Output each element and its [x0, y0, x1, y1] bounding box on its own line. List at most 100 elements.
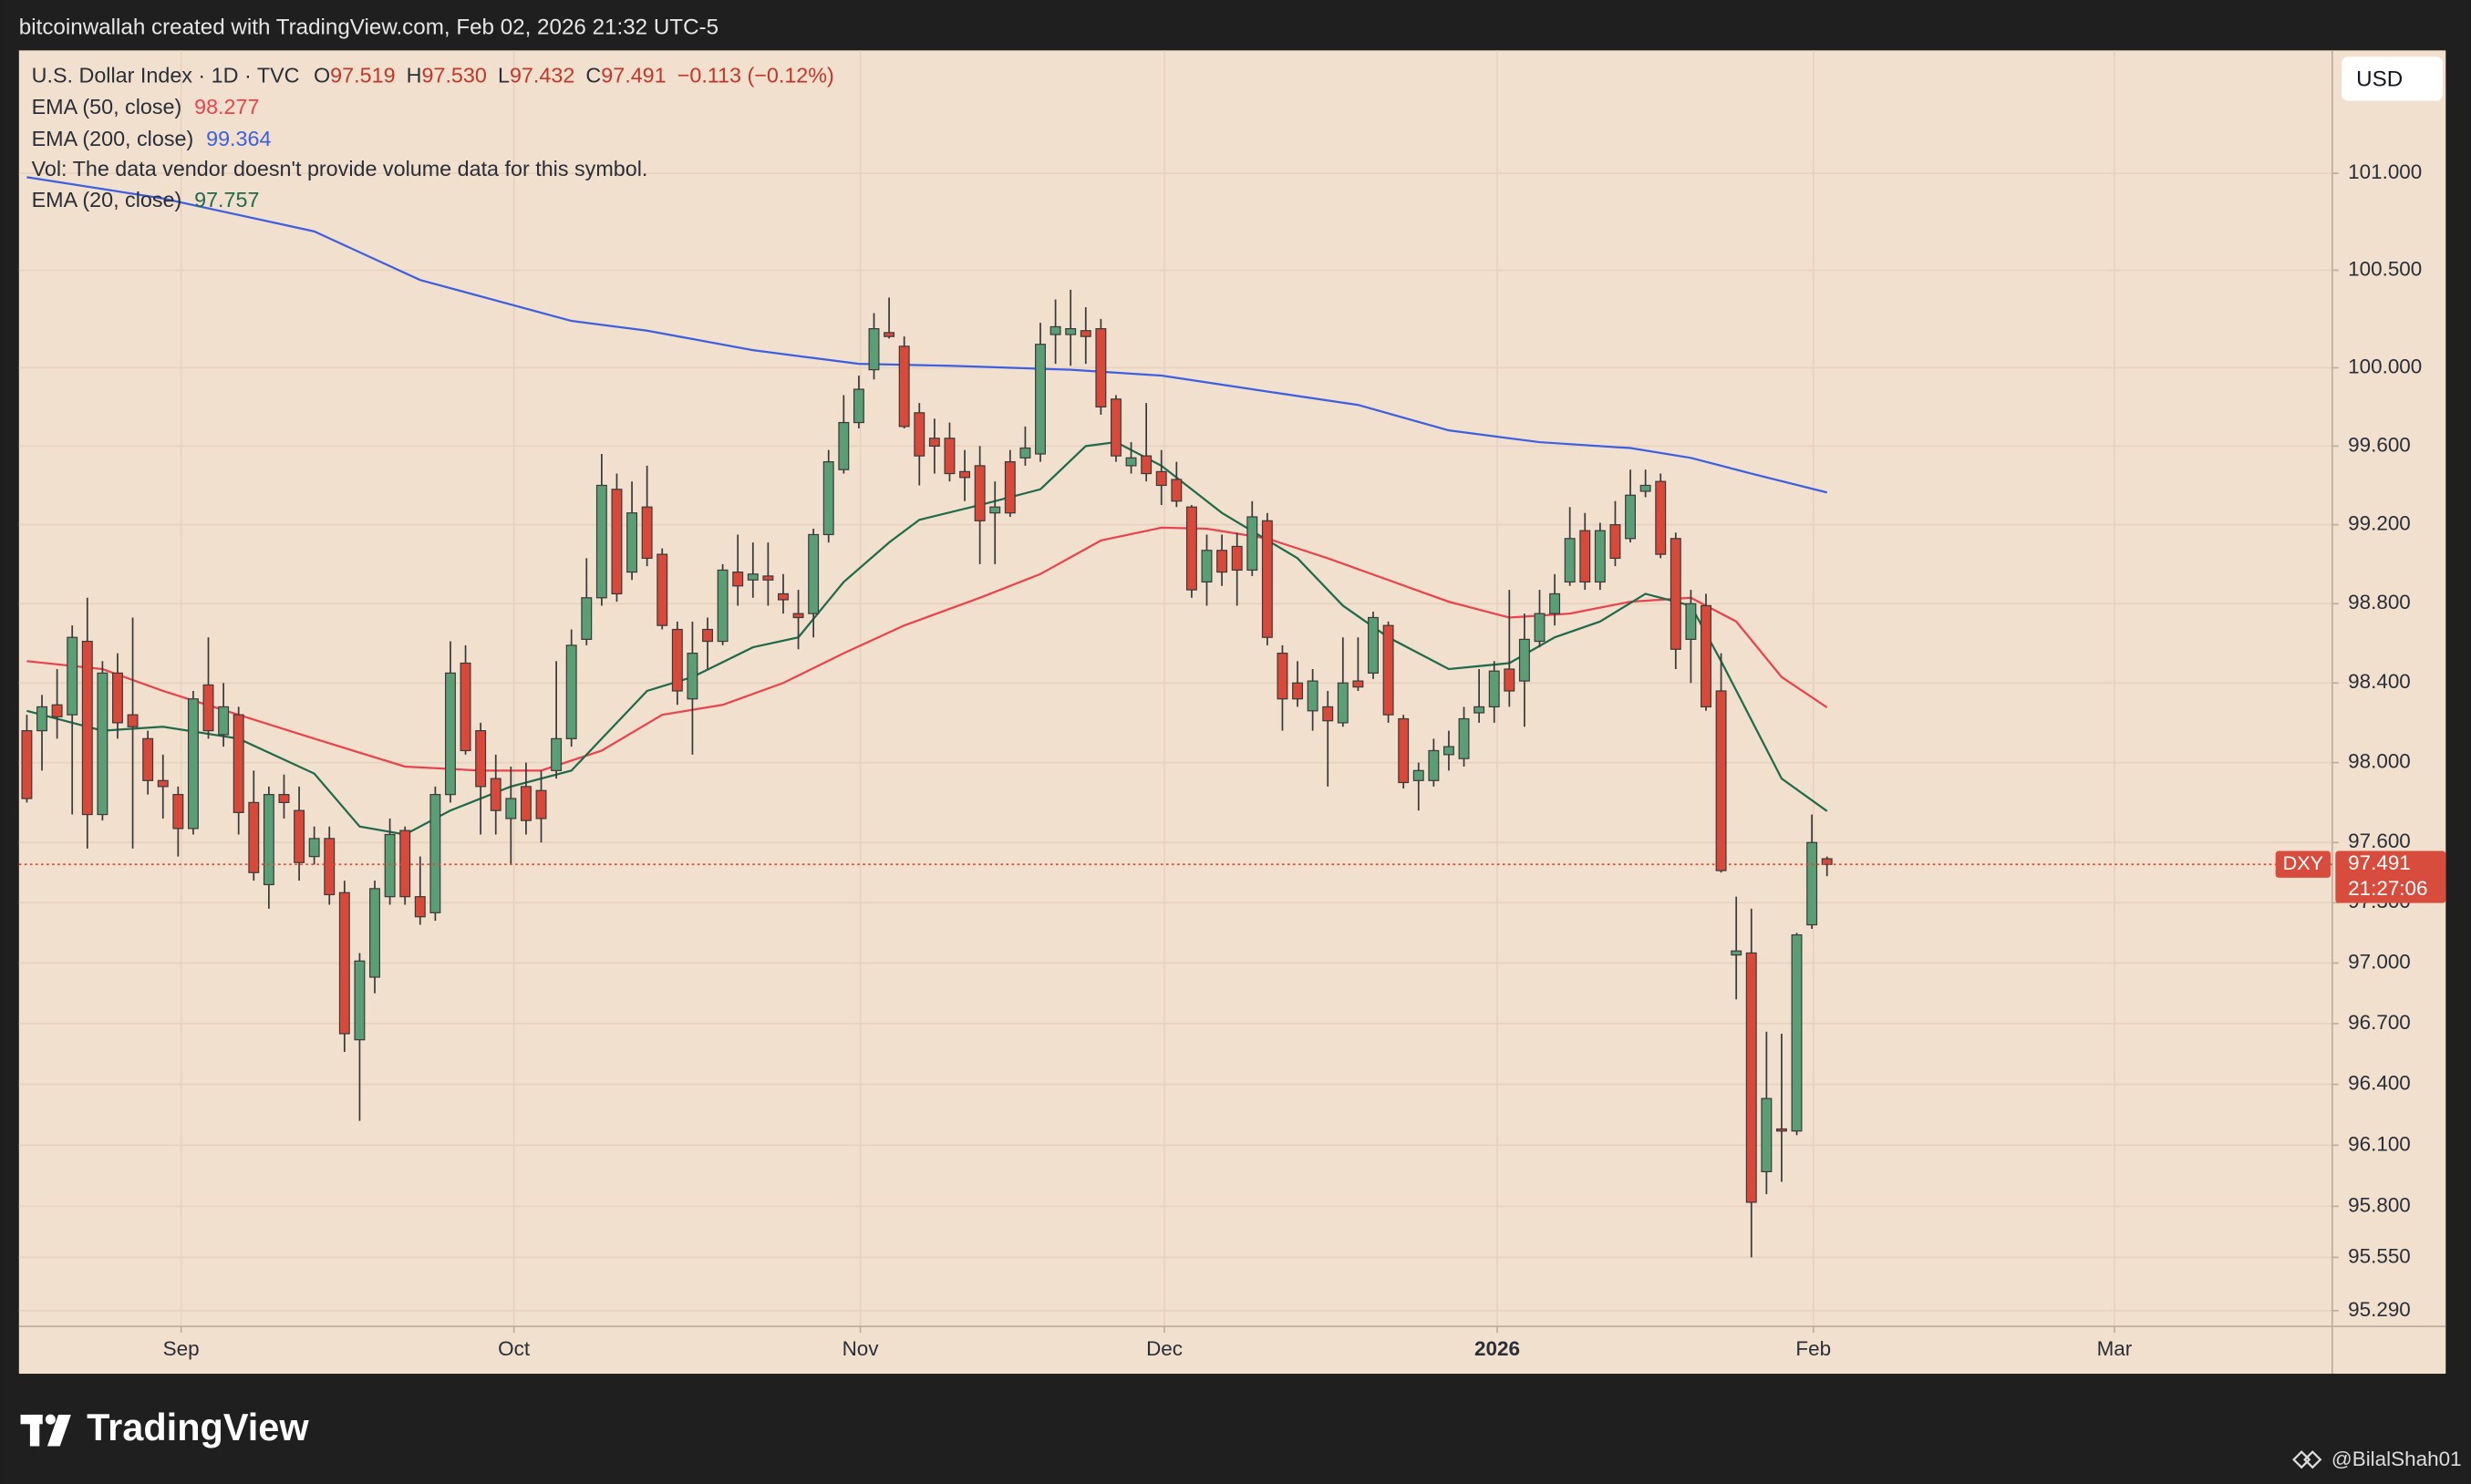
y-tick-label: 96.700	[2348, 1011, 2411, 1034]
logo-part	[45, 1414, 56, 1425]
candle-body	[1110, 398, 1122, 457]
candle-body	[1261, 520, 1273, 638]
symbol-title: U.S. Dollar Index · 1D · TVC	[32, 64, 300, 88]
candle-body	[581, 597, 593, 640]
candle-body	[928, 438, 940, 447]
candle-body	[1821, 858, 1833, 865]
credit: bitcoinwallah created with TradingView.c…	[19, 15, 719, 39]
ohlc-value: 97.530	[422, 64, 487, 88]
candle-body	[1731, 950, 1742, 956]
candle-body	[717, 569, 729, 643]
icon-part	[2292, 1450, 2311, 1469]
legend-value: 97.757	[194, 188, 259, 211]
candle-body	[278, 794, 290, 804]
x-tick-label: Feb	[1795, 1337, 1831, 1360]
candle-body	[1488, 670, 1500, 708]
candle-body	[1775, 1128, 1787, 1132]
candle-body	[611, 489, 623, 595]
symbol-tag: DXY	[2283, 851, 2323, 874]
candle-body	[1171, 479, 1183, 502]
ema-line	[26, 526, 1828, 772]
candle-body	[1216, 550, 1228, 573]
candle-body	[657, 553, 668, 626]
y-tick-label: 95.800	[2348, 1193, 2411, 1216]
candle-body	[1185, 506, 1197, 591]
candle-body	[505, 798, 517, 819]
ohlc-key: C	[585, 64, 601, 88]
indicators	[26, 176, 1828, 836]
y-tick-label: 99.200	[2348, 512, 2411, 535]
candle-body	[626, 512, 638, 573]
legend-name: EMA (50, close)	[32, 95, 182, 119]
candle-body	[324, 838, 336, 896]
candle-body	[369, 888, 380, 978]
candle-body	[1715, 690, 1727, 871]
icon-part	[2303, 1450, 2322, 1469]
candle-body	[1382, 624, 1394, 716]
ema-line	[26, 440, 1828, 836]
volume-note: Vol: The data vendor doesn't provide vol…	[32, 157, 648, 180]
candle-body	[520, 786, 532, 821]
candle-body	[1155, 470, 1167, 487]
y-tick-label: 98.000	[2348, 750, 2411, 773]
candle-body	[1761, 1098, 1773, 1172]
y-tick-label: 97.600	[2348, 830, 2411, 852]
y-tick-label: 97.000	[2348, 950, 2411, 973]
price-tag-bg	[2335, 850, 2446, 903]
legend-name: EMA (20, close)	[32, 188, 182, 211]
candle-body	[1458, 717, 1470, 759]
candle-body	[1442, 746, 1454, 756]
candle-body	[51, 704, 63, 717]
logo-part	[29, 1414, 40, 1447]
legend-entry: EMA (50, close) 98.277	[32, 95, 260, 119]
candle-body	[1019, 447, 1031, 459]
currency[interactable]: USD	[2356, 67, 2403, 92]
watermark-icon	[2292, 1450, 2322, 1469]
candle-body	[21, 730, 33, 799]
candle-body	[732, 571, 744, 587]
y-tick-label: 95.290	[2348, 1298, 2411, 1321]
candle-body	[989, 506, 1001, 514]
legend: U.S. Dollar Index · 1D · TVC O97.519 H97.5…	[32, 64, 834, 212]
x-tick-label: Nov	[843, 1337, 880, 1360]
x-tick-label: 2026	[1474, 1337, 1520, 1360]
candle-body	[248, 801, 260, 873]
candle-body	[1352, 680, 1364, 688]
candle-body	[384, 833, 396, 898]
legend-value: 99.364	[206, 127, 271, 150]
ohlc-key: O	[314, 64, 330, 88]
currency-button[interactable]	[2342, 57, 2443, 101]
candle-body	[1246, 516, 1258, 572]
candle-body	[687, 652, 698, 700]
y-tick-label: 96.400	[2348, 1071, 2411, 1094]
candle-body	[1337, 682, 1349, 724]
candle-body	[822, 460, 834, 536]
candle-body	[595, 484, 607, 599]
candle-body	[565, 644, 577, 739]
candle-body	[172, 794, 184, 830]
chart-panel	[18, 50, 2446, 1375]
y-tick-label: 100.000	[2348, 355, 2422, 377]
candle-body	[792, 613, 804, 619]
candle-body	[1065, 327, 1077, 335]
change: −0.113 (−0.12%)	[677, 64, 834, 88]
y-tick-label: 96.100	[2348, 1132, 2411, 1155]
price-tag-countdown: 21:27:06	[2348, 877, 2427, 900]
brand: TradingView	[87, 1406, 309, 1448]
candle-body	[1594, 530, 1606, 583]
candle-body	[218, 706, 230, 736]
candle-body	[1655, 480, 1667, 555]
candle-body	[97, 672, 109, 816]
candle-body	[1625, 494, 1637, 540]
candle-body	[535, 789, 547, 819]
candle-body	[1004, 460, 1016, 514]
candle-body	[414, 896, 426, 918]
candle-body	[671, 628, 683, 692]
candle-body	[1685, 603, 1697, 640]
brand-logo	[20, 1414, 71, 1447]
ohlc-value: 97.519	[330, 64, 395, 88]
y-tick-label: 98.800	[2348, 591, 2411, 613]
candle-body	[1307, 680, 1318, 712]
candle-body	[429, 794, 441, 913]
candle-body	[187, 698, 199, 830]
